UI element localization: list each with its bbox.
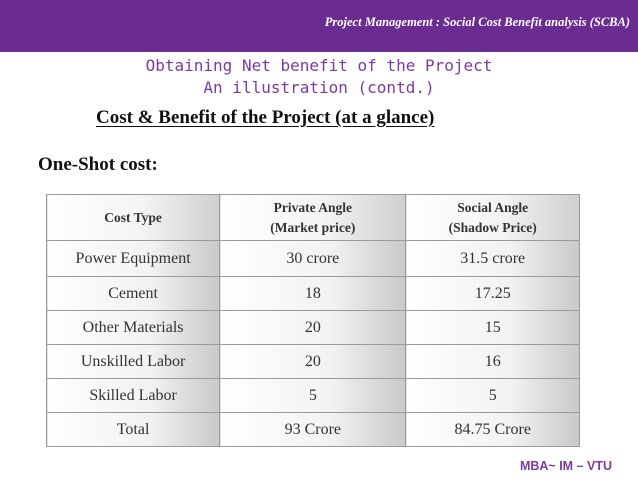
cell-cost-type: Skilled Labor: [45, 378, 221, 413]
cell-private-angle: 18: [219, 276, 407, 311]
cell-social-angle: 17.25: [405, 276, 580, 311]
header-cost-type-label: Cost Type: [104, 209, 162, 225]
cell-social-angle: 31.5 crore: [405, 240, 580, 277]
header-social-angle-sublabel: (Shadow Price): [448, 219, 537, 235]
header-social-angle-label: Social Angle: [457, 199, 529, 215]
slide-title-line1: Obtaining Net benefit of the Project: [145, 56, 493, 75]
cell-cost-type: Unskilled Labor: [45, 344, 221, 379]
header-bar: Project Management : Social Cost Benefit…: [0, 0, 638, 52]
header-cost-type: Cost Type: [45, 194, 221, 241]
cell-private-angle: 93 Crore: [219, 412, 407, 447]
cell-private-angle: 5: [219, 378, 407, 413]
section-label: One-Shot cost:: [38, 154, 158, 175]
header-private-angle-sublabel: (Market price): [270, 219, 356, 235]
slide-subtitle: Cost & Benefit of the Project (at a glan…: [96, 107, 435, 128]
cell-cost-type: Cement: [45, 276, 221, 311]
cost-table: Cost Type Private Angle (Market price) S…: [45, 194, 580, 447]
header-social-angle: Social Angle (Shadow Price): [405, 194, 580, 241]
cell-private-angle: 20: [219, 310, 407, 345]
table-row: Power Equipment 30 crore 31.5 crore: [45, 240, 580, 277]
cell-social-angle: 84.75 Crore: [405, 412, 580, 447]
table-row: Other Materials 20 15: [45, 310, 580, 345]
header-private-angle: Private Angle (Market price): [219, 194, 407, 241]
table-row: Cement 18 17.25: [45, 276, 580, 311]
table-header-row: Cost Type Private Angle (Market price) S…: [45, 194, 580, 241]
cell-private-angle: 20: [219, 344, 407, 379]
header-title: Project Management : Social Cost Benefit…: [324, 15, 630, 29]
cell-social-angle: 15: [405, 310, 580, 345]
header-private-angle-label: Private Angle: [273, 199, 352, 215]
table-row: Skilled Labor 5 5: [45, 378, 580, 413]
cell-cost-type: Power Equipment: [45, 240, 221, 277]
cell-social-angle: 16: [405, 344, 580, 379]
cell-cost-type: Other Materials: [45, 310, 221, 345]
table-row: Unskilled Labor 20 16: [45, 344, 580, 379]
cell-social-angle: 5: [405, 378, 580, 413]
slide-title-line2: An illustration (contd.): [203, 78, 435, 97]
table-row-total: Total 93 Crore 84.75 Crore: [45, 412, 580, 447]
footer-label: MBA~ IM – VTU: [519, 459, 612, 473]
cell-cost-type: Total: [45, 412, 221, 447]
cell-private-angle: 30 crore: [219, 240, 407, 277]
